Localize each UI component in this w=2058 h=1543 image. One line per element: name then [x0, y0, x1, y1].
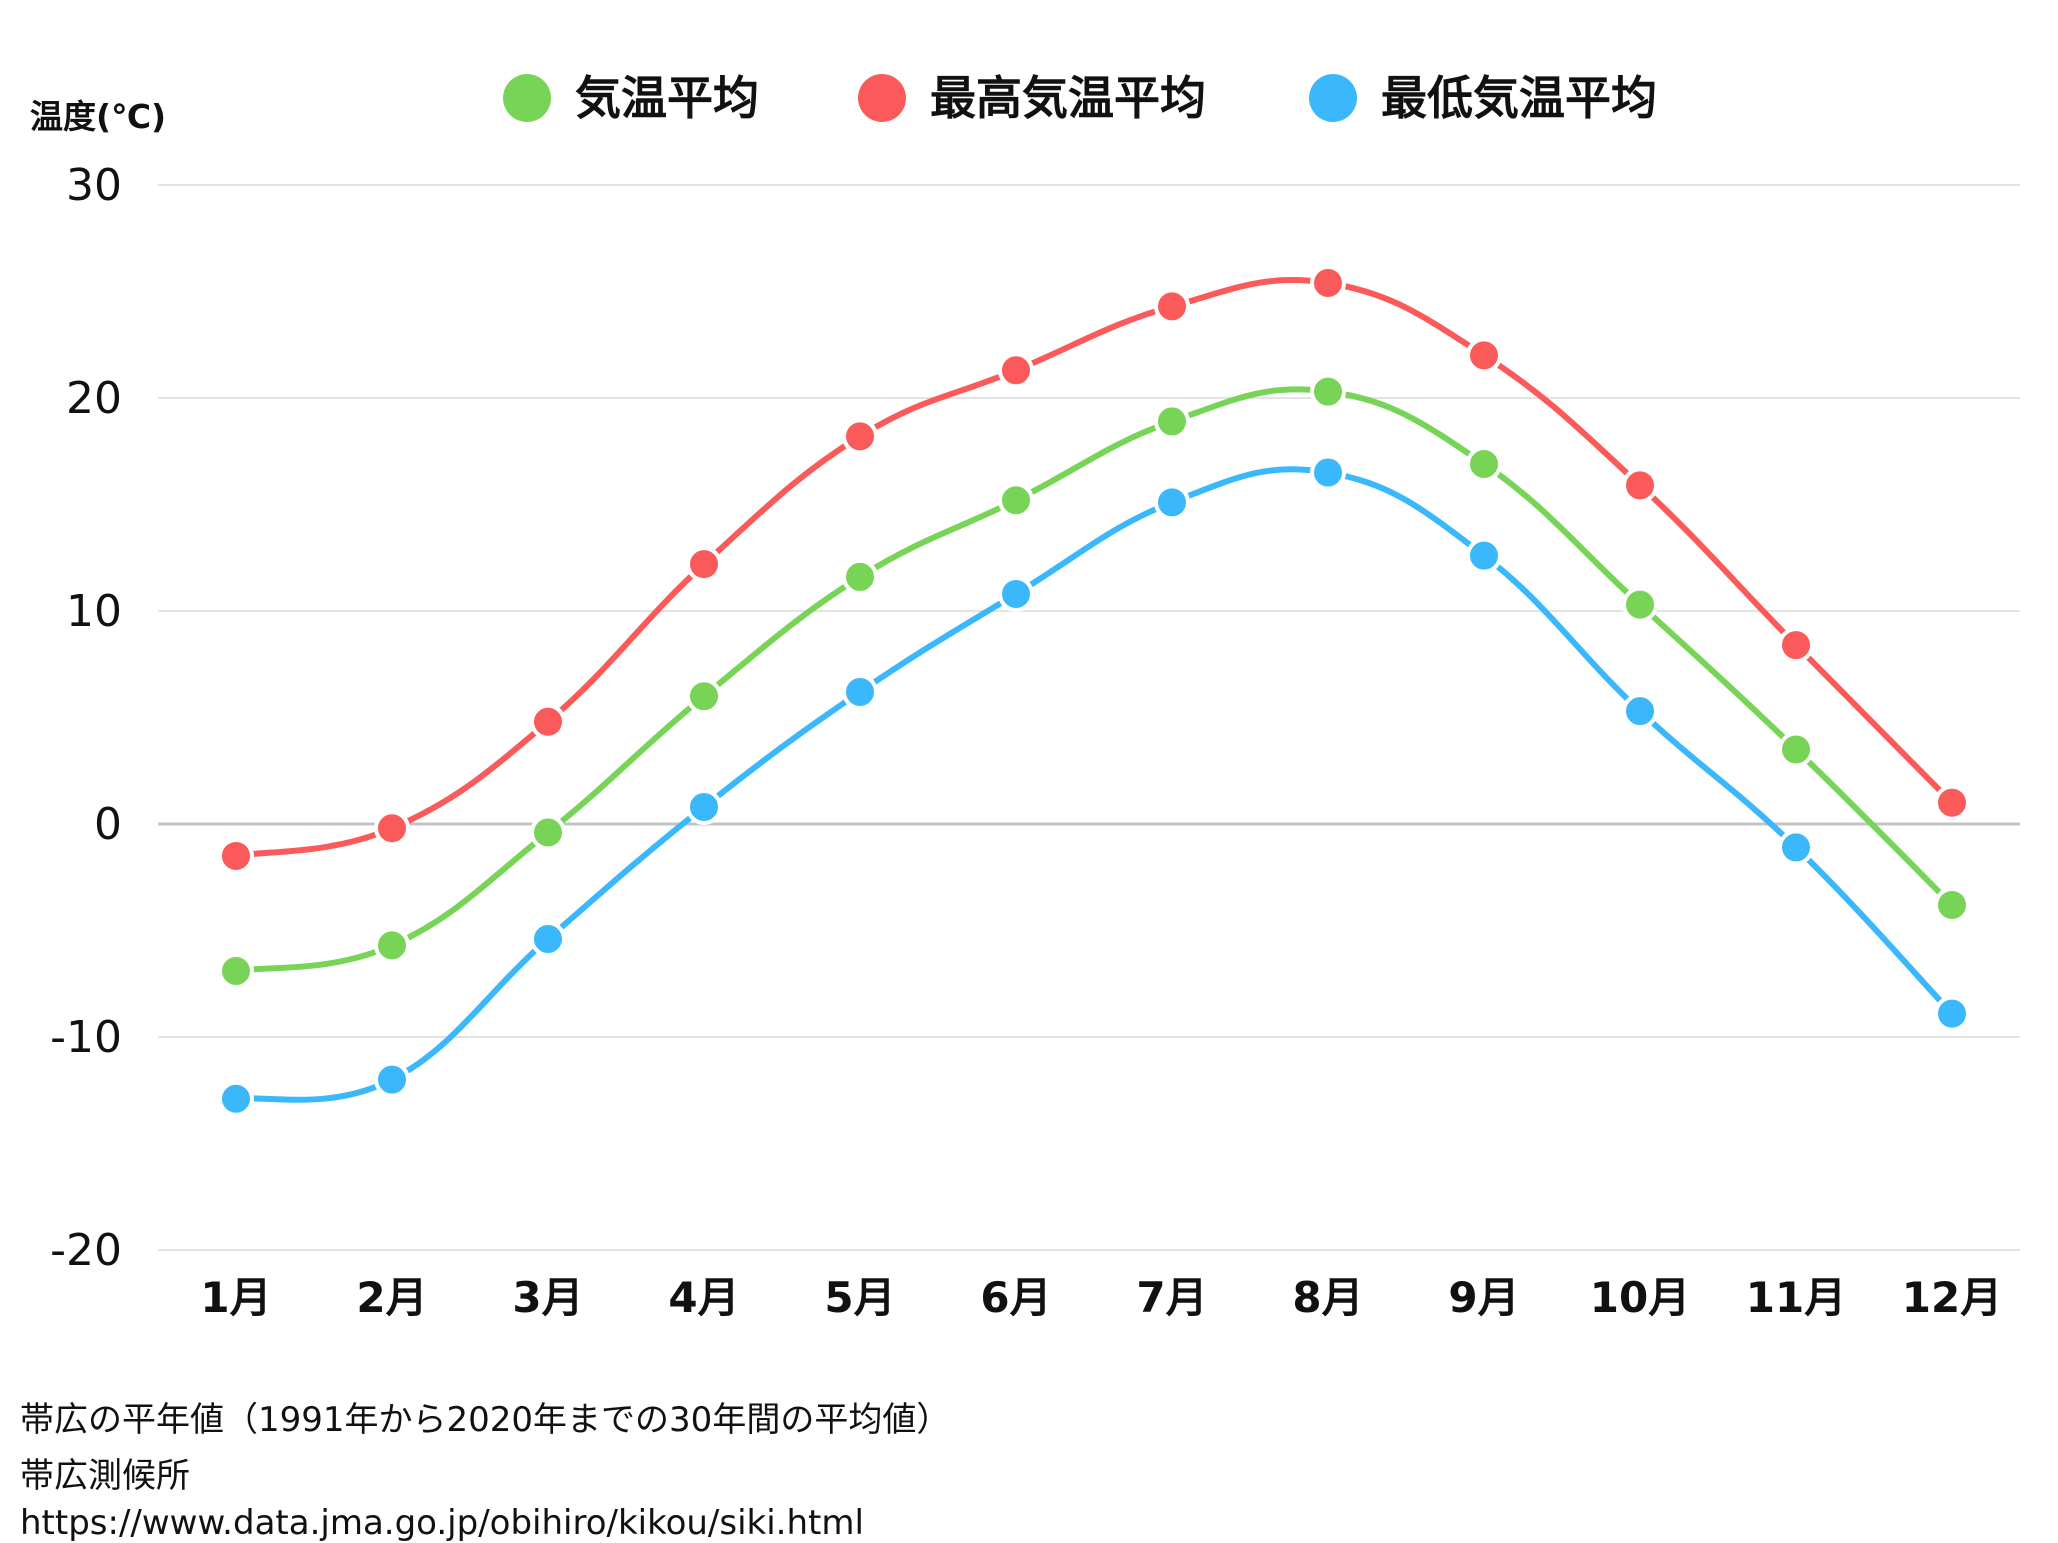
- x-tick-label: 6月: [980, 1273, 1051, 1322]
- y-tick-label: 20: [66, 373, 122, 424]
- data-point-series-0: [842, 558, 878, 595]
- x-axis-ticks: 1月 2月 3月 4月 5月 6月 7月 8月 9月 10月 11月 12月: [200, 1273, 2002, 1322]
- x-tick-label: 3月: [512, 1273, 583, 1322]
- data-point-series-2: [1466, 537, 1502, 574]
- series-lines: [233, 276, 1955, 1103]
- legend-label-0: 気温平均: [575, 71, 759, 125]
- x-tick-label: 10月: [1590, 1273, 1690, 1322]
- y-axis-ticks: 30 20 10 0 -10 -20: [50, 160, 122, 1276]
- data-point-series-2: [1310, 454, 1346, 491]
- gridlines: [158, 184, 2020, 1251]
- data-point-series-0: [374, 927, 410, 964]
- caption-source-url: https://www.data.jma.go.jp/obihiro/kikou…: [20, 1503, 864, 1543]
- y-axis-label: 温度(℃): [30, 97, 166, 136]
- caption-station: 帯広測候所: [20, 1456, 190, 1496]
- data-point-series-1: [530, 703, 566, 740]
- y-tick-label: -10: [50, 1012, 122, 1063]
- data-point-series-1: [998, 352, 1034, 389]
- x-tick-label: 12月: [1902, 1273, 2002, 1322]
- legend-label-1: 最高気温平均: [930, 71, 1206, 125]
- x-tick-label: 4月: [668, 1273, 739, 1322]
- data-point-series-2: [530, 921, 566, 958]
- y-tick-label: 0: [94, 799, 122, 850]
- data-point-series-2: [218, 1080, 254, 1117]
- data-point-series-2: [1154, 484, 1190, 521]
- data-point-series-1: [1778, 627, 1814, 664]
- data-point-series-2: [842, 673, 878, 710]
- y-tick-label: -20: [50, 1225, 122, 1276]
- data-point-series-0: [530, 814, 566, 851]
- data-point-series-1: [374, 810, 410, 847]
- data-point-series-2: [1622, 693, 1658, 730]
- data-point-series-2: [1934, 995, 1970, 1032]
- data-point-series-1: [842, 418, 878, 455]
- data-point-series-2: [686, 788, 722, 825]
- data-point-series-0: [1154, 403, 1190, 440]
- x-tick-label: 5月: [824, 1273, 895, 1322]
- chart-legend: 気温平均 最高気温平均 最低気温平均: [503, 71, 1657, 125]
- data-point-series-2: [998, 575, 1034, 612]
- data-point-series-1: [1310, 264, 1346, 301]
- data-point-series-0: [218, 952, 254, 989]
- caption-normals-period: 帯広の平年値（1991年から2020年までの30年間の平均値）: [20, 1400, 951, 1440]
- data-point-series-1: [686, 546, 722, 583]
- series-points: [218, 264, 1970, 1117]
- x-tick-label: 1月: [200, 1273, 271, 1322]
- y-tick-label: 30: [66, 160, 122, 211]
- legend-label-2: 最低気温平均: [1381, 71, 1657, 125]
- data-point-series-1: [1466, 337, 1502, 374]
- data-point-series-1: [1934, 784, 1970, 821]
- y-tick-label: 10: [66, 586, 122, 637]
- x-tick-label: 8月: [1292, 1273, 1363, 1322]
- data-point-series-0: [1778, 731, 1814, 768]
- x-tick-label: 11月: [1746, 1273, 1846, 1322]
- data-point-series-1: [1154, 288, 1190, 325]
- data-point-series-2: [1778, 829, 1814, 866]
- data-point-series-1: [1622, 467, 1658, 504]
- legend-marker-2: [1309, 74, 1357, 122]
- series-line-2: [233, 466, 1955, 1103]
- x-tick-label: 2月: [356, 1273, 427, 1322]
- data-point-series-0: [1934, 886, 1970, 923]
- data-point-series-1: [218, 837, 254, 874]
- data-point-series-0: [1310, 373, 1346, 410]
- series-line-1: [233, 276, 1955, 859]
- x-tick-label: 7月: [1136, 1273, 1207, 1322]
- x-tick-label: 9月: [1448, 1273, 1519, 1322]
- data-point-series-0: [686, 678, 722, 715]
- legend-marker-1: [858, 74, 906, 122]
- data-point-series-0: [1466, 446, 1502, 483]
- legend-marker-0: [503, 74, 551, 122]
- data-point-series-2: [374, 1061, 410, 1098]
- series-line-0: [233, 386, 1955, 974]
- data-point-series-0: [998, 482, 1034, 519]
- data-point-series-0: [1622, 586, 1658, 623]
